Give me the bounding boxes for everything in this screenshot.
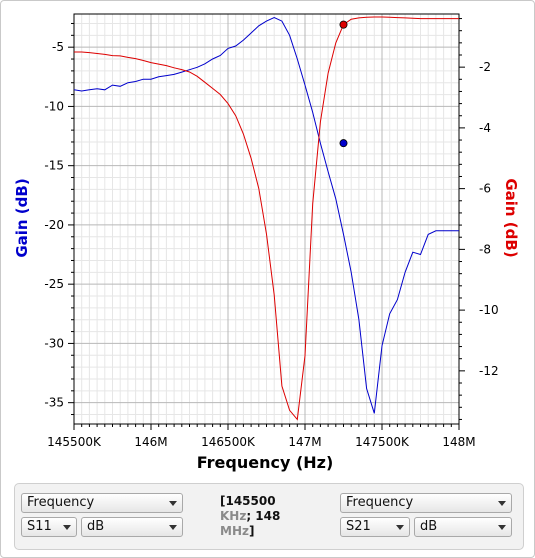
y-right-tick-label: -10 (479, 303, 499, 317)
y-left-tick-label: -25 (44, 277, 64, 291)
range-khz-unit: KHz (220, 509, 247, 523)
y-left-tick-label: -35 (44, 396, 64, 410)
s21-marker (339, 20, 348, 29)
right-mode-value: Frequency (346, 495, 414, 510)
range-start: [145500 (220, 494, 276, 508)
s11-gain-line (73, 17, 459, 414)
y-right-tick-label: -8 (479, 242, 491, 256)
range-mhz-unit: MHz (220, 524, 249, 538)
s21-gain-line (74, 16, 459, 421)
left-mode-value: Frequency (27, 495, 95, 510)
y-right-tick-label: -4 (479, 121, 491, 135)
chevron-down-icon (169, 501, 177, 506)
left-unit-value: dB (87, 519, 105, 534)
left-param-select[interactable]: S11 (21, 517, 77, 537)
x-tick-label: 145500K (47, 435, 102, 449)
right-param-value: S21 (346, 519, 371, 534)
chevron-down-icon (169, 525, 177, 530)
right-unit-value: dB (420, 519, 438, 534)
s11-marker (339, 139, 348, 148)
x-tick-label: 147M (288, 435, 321, 449)
y-left-tick-label: -30 (44, 336, 64, 350)
x-tick-label: 147500K (355, 435, 410, 449)
y-axis-right-label: Gain (dB) (502, 178, 520, 257)
right-param-select[interactable]: S21 (340, 517, 410, 537)
gain-chart: 145500K 146M 146500K 147M 147500K 148M -5 -10 -… (13, 13, 520, 472)
y-right-tick-label: -2 (479, 60, 491, 74)
y-left-tick-label: -5 (52, 40, 64, 54)
y-axis-left-label: Gain (dB) (13, 178, 31, 257)
left-param-value: S11 (27, 519, 52, 534)
y-left-tick-label: -10 (44, 99, 64, 113)
chevron-down-icon (63, 525, 71, 530)
chevron-down-icon (498, 525, 506, 530)
y-right-tick-label: -6 (479, 182, 491, 196)
frequency-range-readout: [145500 KHz; 148 MHz] (220, 494, 340, 539)
y-right-tick-label: -12 (479, 364, 499, 378)
left-unit-select[interactable]: dB (81, 517, 183, 537)
y-left-tick-label: -20 (44, 218, 64, 232)
controls-panel: Frequency S11 dB [145500 KHz; 148 MHz] F… (14, 483, 524, 550)
range-separator: ; 148 (246, 509, 281, 523)
left-mode-select[interactable]: Frequency (21, 493, 183, 513)
x-tick-label: 148M (442, 435, 475, 449)
chevron-down-icon (396, 525, 404, 530)
x-tick-label: 146M (134, 435, 167, 449)
y-left-tick-label: -15 (44, 159, 64, 173)
right-unit-select[interactable]: dB (414, 517, 512, 537)
chevron-down-icon (498, 501, 506, 506)
right-mode-select[interactable]: Frequency (340, 493, 512, 513)
range-close: ] (248, 524, 255, 538)
x-tick-label: 146500K (201, 435, 256, 449)
x-axis-label: Frequency (Hz) (197, 453, 334, 472)
